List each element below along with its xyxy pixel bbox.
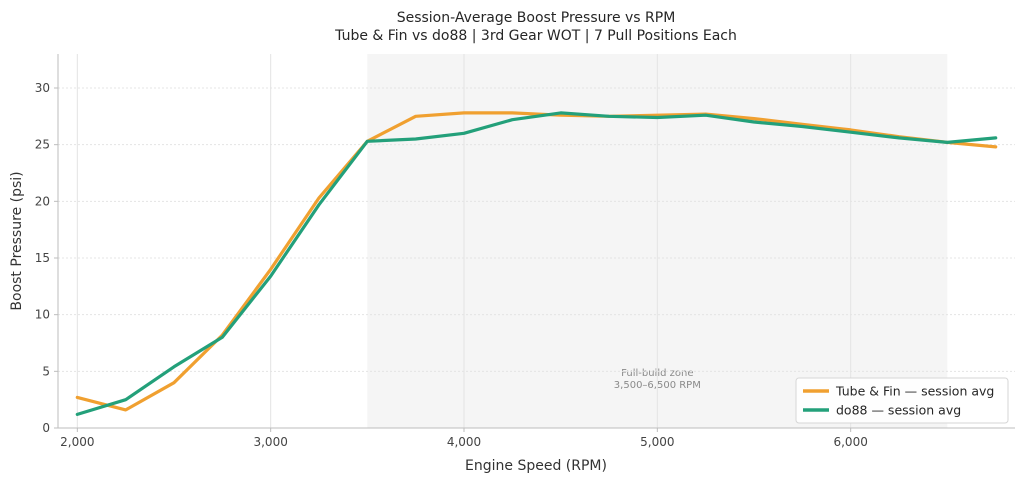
x-tick-label: 5,000 (640, 435, 674, 449)
x-axis-label: Engine Speed (RPM) (465, 458, 607, 474)
series-line-0 (75, 111, 998, 412)
legend: Tube & Fin — session avg do88 — session a… (795, 377, 1009, 424)
y-axis-label: Boost Pressure (psi) (9, 171, 25, 310)
legend-box (795, 377, 1009, 424)
legend-label-0: Tube & Fin — session avg (835, 384, 994, 399)
x-tick-label: 3,000 (253, 435, 287, 449)
axes-layer: 2,000 3,000 4,000 5,000 6,000 0 5 10 15 20 25 30 (35, 54, 1015, 449)
x-tick-label: 4,000 (447, 435, 481, 449)
y-tick-label: 25 (35, 138, 50, 152)
y-tick-label: 5 (42, 364, 50, 378)
x-tick-label: 6,000 (833, 435, 867, 449)
y-tick-label: 30 (35, 81, 50, 95)
y-tick-label: 15 (35, 251, 50, 265)
y-tick-label: 20 (35, 194, 50, 208)
grid-layer (58, 54, 1015, 428)
chart-title: Session-Average Boost Pressure vs RPM (397, 10, 676, 26)
series-line-1 (75, 111, 998, 416)
y-tick-label: 10 (35, 308, 50, 322)
y-tick-label: 0 (42, 421, 50, 435)
series-layer (75, 111, 998, 416)
x-tick-label: 2,000 (60, 435, 94, 449)
legend-label-1: do88 — session avg (836, 403, 961, 418)
chart-subtitle: Tube & Fin vs do88 | 3rd Gear WOT | 7 Pu… (334, 28, 737, 44)
